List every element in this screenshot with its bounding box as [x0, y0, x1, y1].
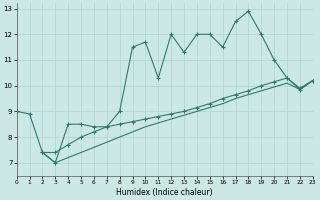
X-axis label: Humidex (Indice chaleur): Humidex (Indice chaleur) [116, 188, 213, 197]
